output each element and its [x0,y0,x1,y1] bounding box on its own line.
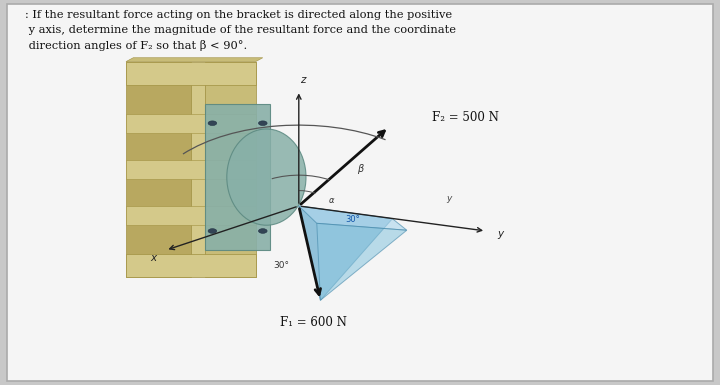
Polygon shape [126,254,256,277]
Polygon shape [299,206,407,230]
FancyBboxPatch shape [7,4,713,381]
Text: 30°: 30° [273,261,289,270]
Polygon shape [299,206,392,300]
Text: : If the resultant force acting on the bracket is directed along the positive: : If the resultant force acting on the b… [25,10,452,20]
Polygon shape [317,223,407,300]
Polygon shape [126,58,263,62]
Text: y axis, determine the magnitude of the resultant force and the coordinate: y axis, determine the magnitude of the r… [25,25,456,35]
Text: direction angles of F₂ so that β < 90°.: direction angles of F₂ so that β < 90°. [25,40,248,52]
Ellipse shape [227,129,306,225]
Polygon shape [205,104,270,250]
Text: y: y [446,194,451,203]
Polygon shape [205,62,256,277]
Text: α: α [328,196,334,205]
Text: z: z [300,75,305,85]
Circle shape [208,229,217,233]
Text: β: β [357,164,363,174]
Polygon shape [126,160,256,179]
Polygon shape [126,114,256,133]
Text: 30°: 30° [346,215,360,224]
Circle shape [258,229,267,233]
Polygon shape [126,62,256,85]
Polygon shape [126,206,256,225]
Polygon shape [126,62,191,277]
Circle shape [208,121,217,126]
Text: F₁ = 600 N: F₁ = 600 N [280,316,346,329]
Circle shape [258,121,267,126]
Polygon shape [191,77,205,262]
Text: F₂ = 500 N: F₂ = 500 N [432,111,499,124]
Text: x: x [150,253,156,263]
Text: y: y [497,229,503,239]
